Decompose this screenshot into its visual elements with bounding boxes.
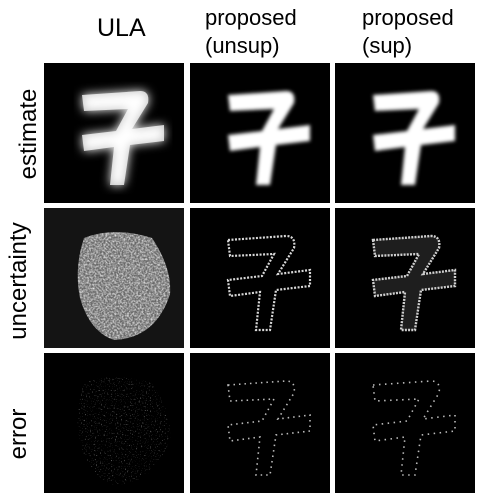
image-estimate-proposed-sup	[335, 63, 475, 203]
image-uncertainty-proposed-sup	[335, 208, 475, 348]
row-label-estimate: estimate	[15, 88, 42, 180]
column-header-proposed-unsup: proposed (unsup)	[205, 4, 297, 60]
image-uncertainty-proposed-unsup	[190, 208, 330, 348]
image-estimate-ula	[44, 63, 184, 203]
column-header-proposed-sup: proposed (sup)	[362, 4, 454, 60]
image-error-proposed-unsup	[190, 353, 330, 493]
image-uncertainty-ula	[44, 208, 184, 348]
column-header-proposed-sup-line2: (sup)	[362, 33, 413, 58]
column-header-proposed-unsup-line2: (unsup)	[205, 33, 280, 58]
image-error-ula	[44, 353, 184, 493]
row-label-uncertainty: uncertainty	[5, 222, 32, 340]
column-header-ula: ULA	[97, 14, 146, 42]
image-estimate-proposed-unsup	[190, 63, 330, 203]
column-header-proposed-sup-line1: proposed	[362, 5, 454, 30]
image-error-proposed-sup	[335, 353, 475, 493]
column-header-proposed-unsup-line1: proposed	[205, 5, 297, 30]
row-label-error: error	[5, 408, 32, 460]
